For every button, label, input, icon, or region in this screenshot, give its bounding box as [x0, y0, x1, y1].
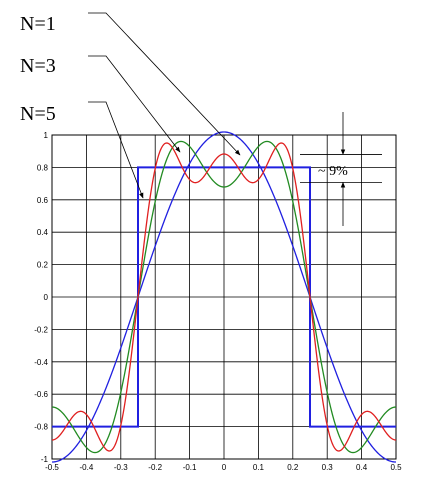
x-tick-label: 0: [222, 463, 227, 472]
x-tick-label: 0.2: [287, 463, 299, 472]
y-tick-label: 1: [44, 131, 49, 140]
curves: [51, 131, 397, 463]
y-tick-label: -0.2: [34, 325, 48, 334]
series-label-n5: N=5: [20, 103, 56, 125]
y-tick-label: 0.4: [37, 228, 49, 237]
y-tick-label: 0: [44, 293, 49, 302]
y-tick-label: -0.4: [34, 358, 48, 367]
tick-labels: -0.5 -0.4 -0.3 -0.2 -0.1 0 0.1 0.2 0.3 0.4 0.5 1 0.8…: [34, 131, 402, 472]
x-tick-label: -0.1: [183, 463, 197, 472]
grid: [51, 134, 397, 460]
x-tick-label: -0.4: [80, 463, 94, 472]
y-tick-label: 0.8: [37, 163, 49, 172]
y-tick-label: 0.6: [37, 196, 49, 205]
y-tick-label: -0.8: [34, 423, 48, 432]
series-leader-arrow: [88, 55, 181, 153]
y-tick-label: 0.2: [37, 261, 49, 270]
annotations: N=1 N=3 N=5 ~ 9%: [20, 12, 382, 226]
series-line-n1: [51, 131, 397, 463]
series-label-n1: N=1: [20, 13, 56, 35]
x-tick-label: 0.4: [356, 463, 368, 472]
x-tick-label: 0.1: [253, 463, 265, 472]
overshoot-label: ~ 9%: [318, 164, 348, 179]
series-leader-arrow: [88, 12, 241, 156]
x-tick-label: -0.2: [148, 463, 162, 472]
series-line-n3: [51, 140, 397, 454]
square-wave-line: [52, 166, 396, 428]
y-tick-label: -1: [41, 455, 49, 464]
x-tick-label: -0.5: [45, 463, 59, 472]
x-tick-label: 0.5: [390, 463, 402, 472]
x-tick-label: -0.3: [114, 463, 128, 472]
y-tick-label: -0.6: [34, 390, 48, 399]
series-leader-arrow: [88, 101, 144, 199]
series-label-n3: N=3: [20, 55, 56, 77]
series-line-n5: [51, 142, 397, 452]
x-tick-label: 0.3: [322, 463, 334, 472]
